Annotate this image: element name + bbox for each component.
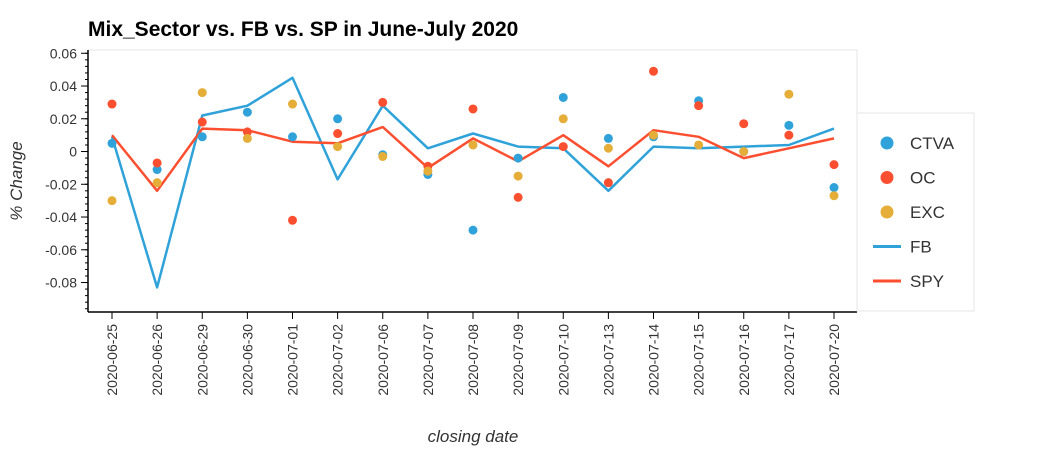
y-tick-label: -0.06 (45, 242, 77, 258)
point-exc (378, 151, 388, 161)
x-tick-label: 2020-07-10 (555, 324, 571, 396)
point-ctva (829, 183, 839, 193)
x-tick-label: 2020-07-16 (736, 324, 752, 396)
point-exc (513, 171, 523, 181)
point-exc (333, 142, 343, 152)
legend-label-ctva: CTVA (910, 134, 955, 153)
x-tick-label: 2020-07-13 (600, 324, 616, 396)
point-oc (242, 127, 252, 137)
point-oc (694, 101, 704, 111)
point-exc (288, 99, 297, 109)
y-axis-label: % Change (7, 141, 26, 220)
point-ctva (513, 153, 523, 163)
point-exc (829, 191, 839, 201)
point-ctva (152, 165, 162, 175)
point-oc (468, 104, 478, 114)
point-oc (784, 130, 794, 140)
point-ctva (197, 132, 207, 142)
legend-marker-exc (880, 205, 894, 219)
point-oc (558, 142, 568, 152)
y-tick-label: 0.02 (50, 111, 77, 127)
point-exc (649, 130, 658, 140)
legend-label-spy: SPY (910, 272, 944, 291)
point-exc (152, 178, 162, 188)
point-oc (739, 119, 749, 129)
point-ctva (333, 114, 343, 124)
legend-marker-oc (880, 171, 894, 184)
series-line-fb (110, 76, 835, 289)
y-tick-label: 0.04 (50, 78, 77, 94)
x-axis: 2020-06-25 2020-06-26 2020-06-29 2020-06-30… (88, 311, 857, 396)
legend-label-fb: FB (910, 238, 932, 257)
x-tick-label: 2020-06-26 (149, 324, 165, 396)
x-axis-label: closing date (428, 427, 519, 446)
x-tick-label: 2020-07-14 (646, 324, 662, 396)
point-oc (288, 215, 297, 225)
point-exc (694, 140, 704, 150)
legend-label-oc: OC (910, 169, 936, 188)
x-tick-label: 2020-07-17 (781, 324, 797, 396)
point-oc (333, 129, 343, 139)
x-tick-label: 2020-07-02 (330, 324, 346, 396)
y-tick-label: 0.06 (50, 45, 77, 61)
point-oc (152, 158, 162, 168)
point-oc (829, 160, 839, 170)
point-ctva (288, 132, 297, 142)
point-ctva (603, 133, 613, 143)
legend: CTVA OC EXC FB SPY (873, 134, 955, 291)
y-tick-label: 0 (69, 144, 77, 160)
legend-marker-ctva (880, 136, 894, 150)
point-exc (197, 88, 207, 98)
x-tick-label: 2020-06-29 (194, 324, 210, 396)
point-exc (423, 166, 433, 176)
y-tick-label: -0.02 (45, 176, 77, 192)
point-oc (649, 66, 658, 76)
point-exc (242, 133, 252, 143)
legend-label-exc: EXC (910, 203, 945, 222)
point-ctva (242, 107, 252, 117)
point-ctva (784, 120, 794, 130)
point-exc (603, 143, 613, 153)
point-oc (513, 192, 523, 202)
point-exc (468, 140, 478, 150)
x-tick-label: 2020-06-30 (239, 324, 255, 396)
x-tick-label: 2020-07-07 (420, 324, 436, 396)
point-oc (378, 97, 388, 107)
point-exc (739, 147, 749, 157)
x-tick-label: 2020-07-20 (826, 324, 842, 396)
y-tick-label: -0.04 (45, 209, 77, 225)
point-exc (784, 89, 794, 99)
point-oc (603, 178, 613, 188)
x-tick-label: 2020-07-06 (375, 324, 391, 396)
legend-box (856, 112, 975, 312)
y-axis: 0.06 0.04 0.02 0 -0.02 -0.04 -0.06 -0.08 (45, 45, 89, 312)
point-ctva (558, 92, 568, 102)
x-tick-label: 2020-07-01 (285, 324, 301, 396)
point-ctva (107, 138, 117, 148)
point-oc (107, 99, 117, 109)
x-tick-label: 2020-06-25 (104, 324, 120, 396)
series-layer (107, 66, 839, 289)
x-tick-label: 2020-07-08 (465, 324, 481, 396)
x-tick-label: 2020-07-15 (691, 324, 707, 396)
point-exc (107, 196, 117, 206)
chart-title: Mix_Sector vs. FB vs. SP in June-July 20… (88, 18, 518, 41)
point-oc (197, 117, 207, 127)
point-exc (558, 114, 568, 124)
x-tick-label: 2020-07-09 (510, 324, 526, 396)
y-tick-label: -0.08 (45, 275, 77, 291)
series-line-spy (111, 125, 835, 193)
point-ctva (468, 225, 478, 235)
